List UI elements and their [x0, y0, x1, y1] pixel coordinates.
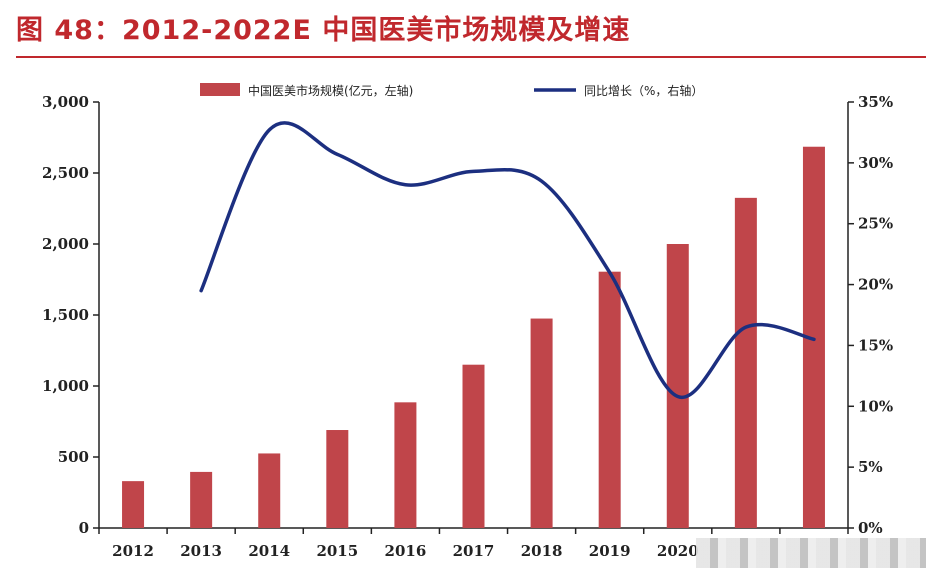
left-tick-label: 3,000 [42, 93, 89, 111]
x-tick-label: 2019 [589, 542, 631, 560]
x-tick-label: 2013 [180, 542, 222, 560]
left-tick-label: 1,500 [42, 306, 89, 324]
legend-bar-label: 中国医美市场规模(亿元，左轴) [248, 83, 413, 98]
x-tick-label: 2018 [521, 542, 563, 560]
bar [734, 197, 757, 528]
title-divider [16, 56, 926, 58]
left-tick-label: 2,000 [42, 235, 89, 253]
left-tick-label: 2,500 [42, 164, 89, 182]
legend-bar-swatch [200, 83, 240, 96]
right-tick-label: 5% [858, 458, 883, 476]
right-tick-label: 15% [858, 336, 893, 354]
bar [394, 402, 417, 528]
left-tick-label: 0 [79, 519, 89, 537]
growth-line [199, 121, 816, 400]
x-tick-label: 2012 [112, 542, 154, 560]
x-tick-label: 2016 [385, 542, 427, 560]
right-tick-label: 10% [858, 397, 893, 415]
watermark [696, 538, 926, 568]
right-tick-label: 0% [858, 519, 883, 537]
bar [462, 364, 485, 528]
x-tick-label: 2017 [453, 542, 495, 560]
left-tick-label: 500 [58, 448, 89, 466]
x-tick-label: 2014 [248, 542, 290, 560]
x-tick-label: 2015 [316, 542, 358, 560]
right-tick-label: 25% [858, 215, 893, 233]
left-tick-label: 1,000 [42, 377, 89, 395]
right-tick-label: 20% [858, 276, 893, 294]
figure-title: 图 48：2012-2022E 中国医美市场规模及增速 [16, 15, 631, 46]
bar [326, 430, 349, 528]
right-tick-label: 30% [858, 154, 893, 172]
bar [122, 481, 145, 528]
legend-line-label: 同比增长（%，右轴） [584, 83, 703, 98]
bar [530, 318, 553, 528]
bar [258, 453, 281, 528]
x-tick-label: 2020 [657, 542, 699, 560]
bar [598, 271, 621, 528]
bar [802, 146, 825, 529]
bar [666, 244, 689, 528]
right-tick-label: 35% [858, 93, 893, 111]
bar [190, 471, 213, 528]
